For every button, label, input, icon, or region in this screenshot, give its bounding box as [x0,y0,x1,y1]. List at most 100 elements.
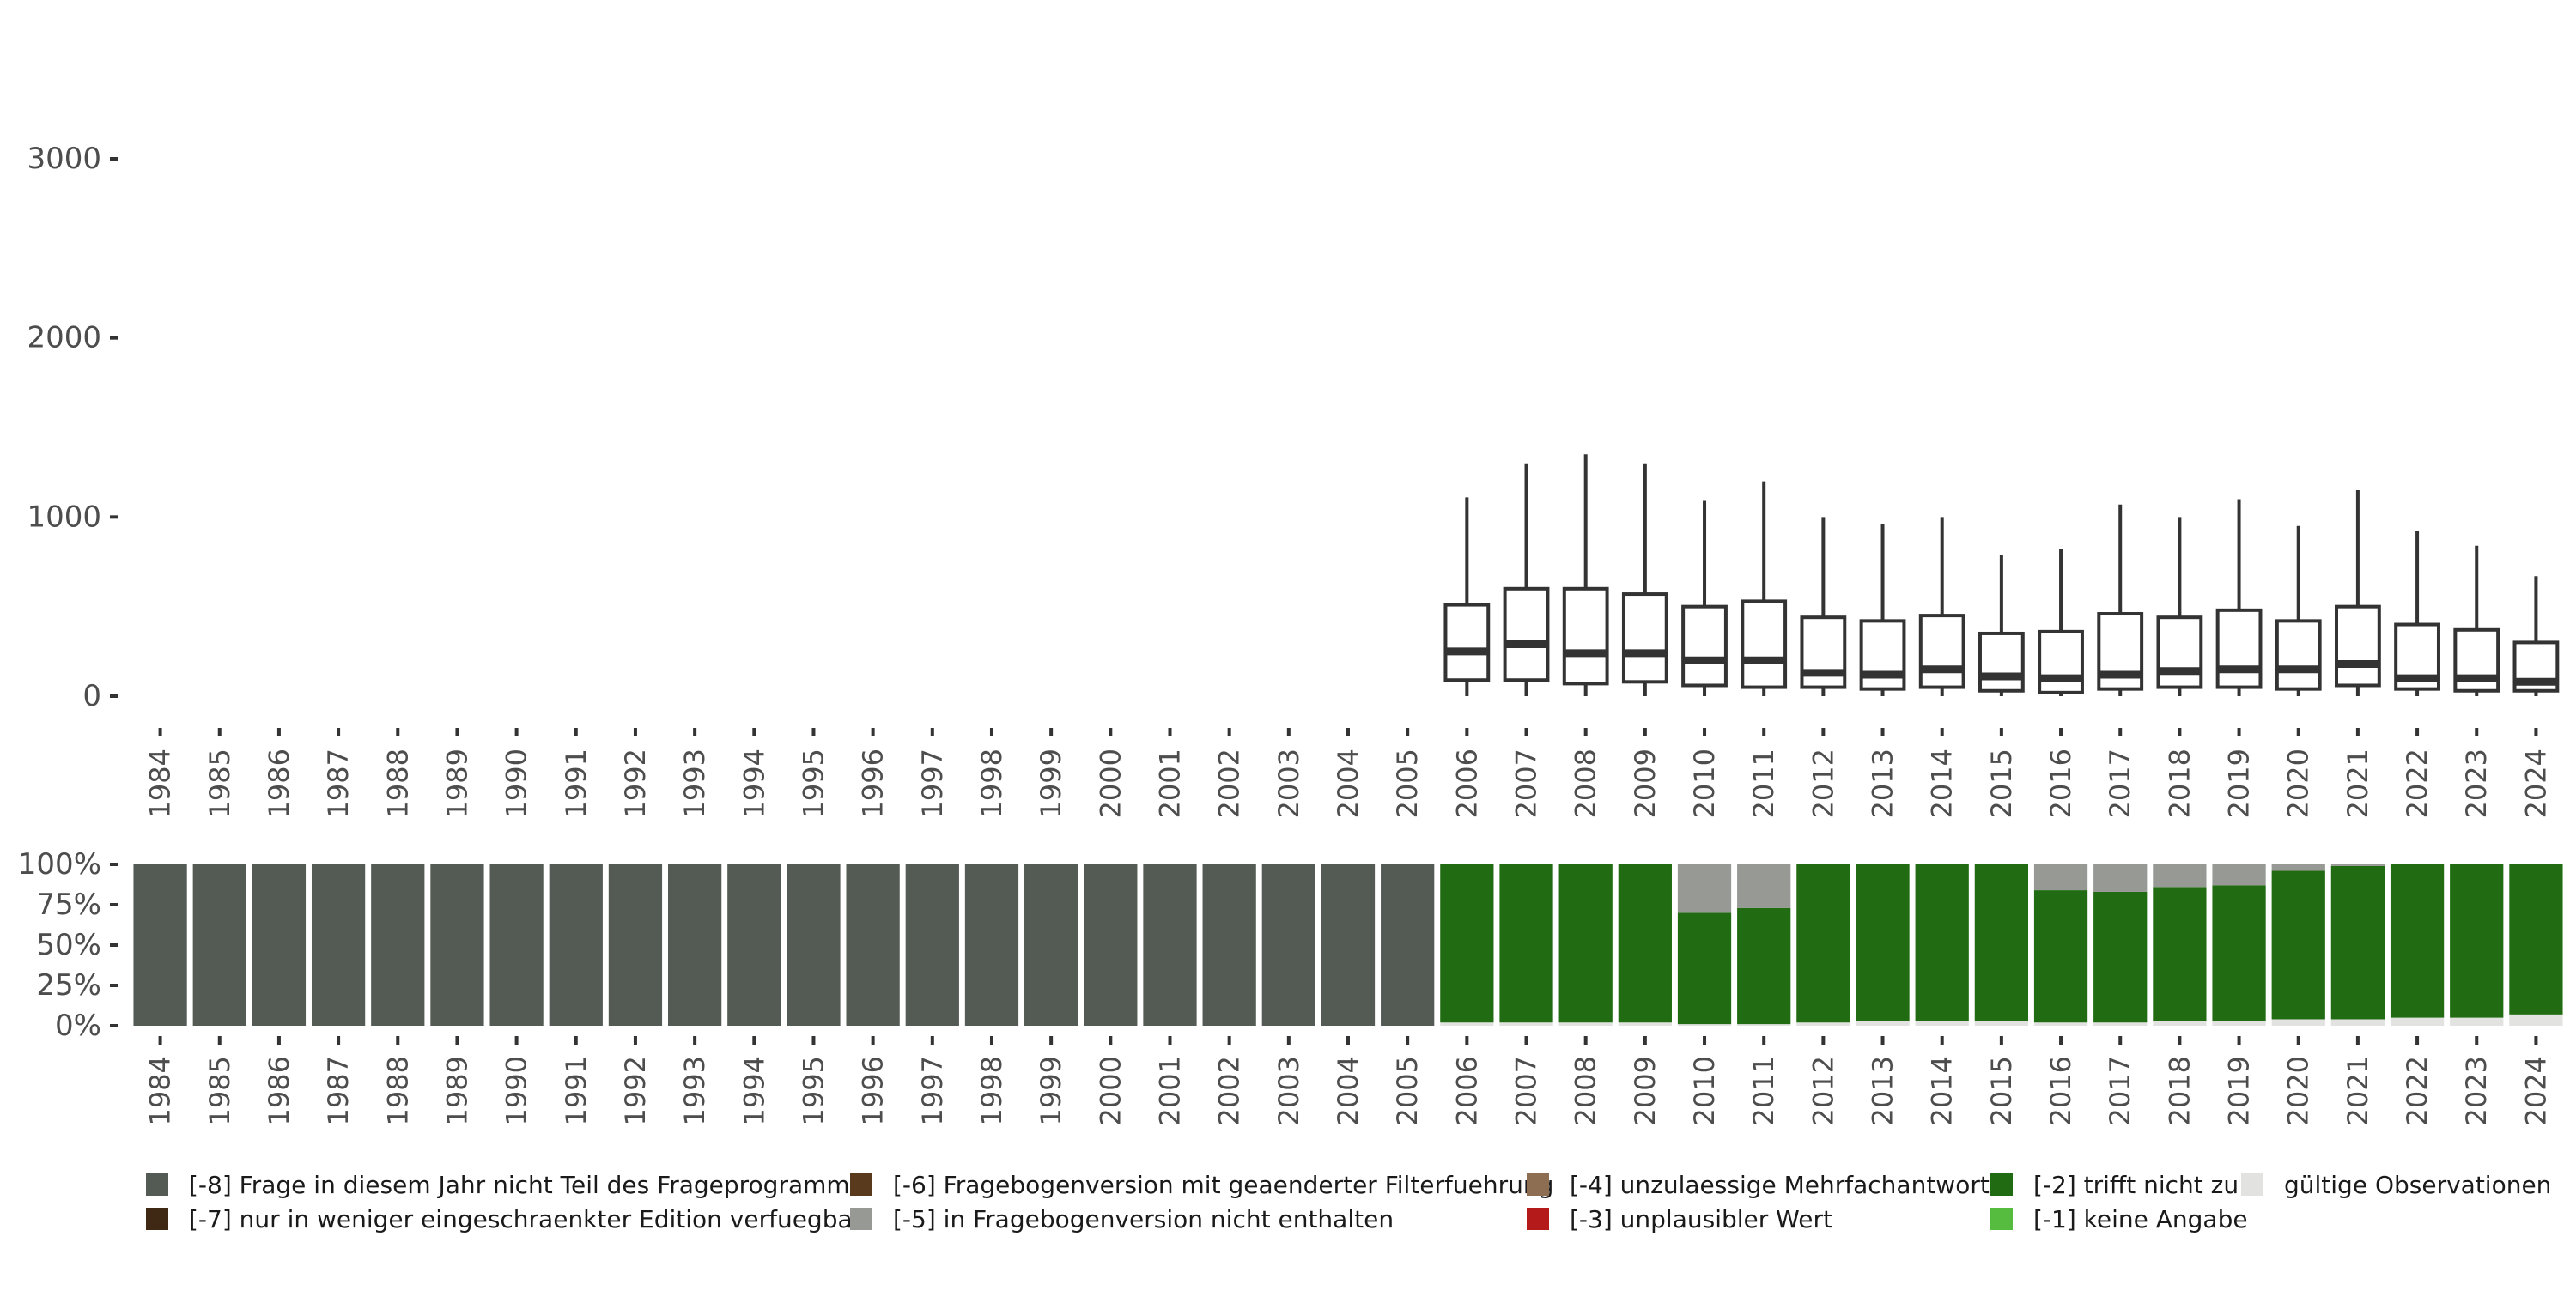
x-tick-label: 2016 [2044,1056,2077,1125]
stacked-bar-segment [2330,1019,2385,1026]
y-tick-label: 100% [18,847,101,882]
x-tick-label: 2015 [1985,1056,2018,1125]
stacked-bar-segment [2271,870,2325,1020]
stacked-bar-segment [1737,1024,1791,1026]
legend-swatch [1527,1208,1549,1230]
y-tick-label: 50% [36,928,101,962]
box-iqr [1443,603,1491,682]
x-tick-label: 2023 [2460,749,2493,818]
stacked-bar-segment [2450,1017,2504,1026]
x-tick-label: 2024 [2519,749,2552,818]
x-tick-label: 2013 [1867,1056,1899,1125]
x-tick-label: 2018 [2163,1056,2196,1125]
x-tick-label: 2016 [2044,749,2077,818]
x-tick-label: 2003 [1273,749,1305,818]
x-tick-label: 1994 [738,1056,770,1125]
x-tick-label: 2021 [2342,749,2374,818]
stacked-bar-segment [1915,864,1969,1021]
stacked-bar-segment [787,864,841,1026]
x-tick-label: 1989 [440,1056,473,1125]
stacked-bar-segment [608,864,663,1026]
box-iqr [1978,631,2025,693]
stacked-bar-segment [549,864,603,1026]
legend-swatch [1527,1173,1549,1196]
x-tick-label: 1988 [381,749,414,818]
x-tick-label: 1989 [440,749,473,818]
x-tick-label: 2012 [1807,1056,1839,1125]
x-tick-label: 1999 [1035,749,1067,818]
x-tick-label: 2009 [1629,749,1662,818]
x-tick-label: 2002 [1213,749,1246,818]
box-iqr [1681,604,1728,688]
boxplot-panel: 0 1000 2000 3000 1984 1985 1986 1987 1988 1989 199… [27,142,2560,818]
legend-item: [-2] trifft nicht zu [1990,1167,2239,1202]
x-tick-label: 2014 [1926,1056,1959,1125]
x-tick-label: 2008 [1570,1056,1602,1125]
x-tick-label: 2022 [2401,749,2433,818]
stacked-bar-segment [2153,1021,2207,1026]
stacked-bar-segment [1856,1021,1910,1026]
y-tick-label: 2000 [27,321,101,355]
stacked-bar-segment [1499,864,1553,1023]
x-tick-label: 2000 [1094,1056,1127,1125]
stacked-bar-segment [846,864,900,1026]
x-tick-label: 2022 [2401,1056,2433,1125]
x-tick-label: 1986 [263,1056,295,1125]
x-tick-label: 2011 [1747,749,1780,818]
legend-label: [-1] keine Angabe [2033,1204,2248,1233]
legend-item: [-3] unplausibler Wert [1527,1202,1832,1236]
stacked-bar-segment [1796,1022,1850,1026]
box-iqr [2215,608,2263,689]
stacked-bar-segment [2033,1022,2088,1026]
legend-swatch [1990,1208,2013,1230]
stacked-bar-segment [2212,1021,2266,1026]
y-tick-label: 25% [36,968,101,1003]
legend-label: [-7] nur in weniger eingeschraenkter Edi… [189,1204,863,1233]
stacked-bar-segment [905,864,959,1026]
stacked-bar-segment [1084,864,1138,1026]
stacked-bar-segment [1677,1024,1732,1026]
stacked-bar-panel: 0% 25% 50% 75% 100% 1984 1985 1986 1987 1988 1989 1… [18,847,2563,1125]
x-tick-label: 2004 [1332,1056,1364,1125]
legend-swatch [850,1173,872,1196]
stacked-bar-segment [192,864,246,1026]
legend-swatch [2241,1173,2263,1196]
y-tick-label: 1000 [27,500,101,534]
x-tick-label: 1995 [797,1056,829,1125]
box-iqr [1503,586,1550,682]
stacked-bar-segment [2093,864,2148,892]
stacked-bar-segment [2093,891,2148,1023]
y-tick-label: 0% [55,1009,101,1043]
stacked-bar-segment [2330,864,2385,866]
box-iqr [2335,604,2381,688]
x-tick-label: 1991 [560,749,592,818]
box-iqr [2038,629,2084,694]
x-tick-label: 2018 [2163,749,2196,818]
legend-label: [-2] trifft nicht zu [2033,1170,2239,1199]
legend-label: gültige Observationen [2284,1170,2552,1199]
legend-item: [-5] in Fragebogenversion nicht enthalte… [850,1202,1394,1236]
stacked-bar-segment [489,864,544,1026]
x-tick-label: 2021 [2342,1056,2374,1125]
legend-label: [-5] in Fragebogenversion nicht enthalte… [893,1204,1394,1233]
stacked-bar-segment [1677,912,1732,1025]
stacked-bar-segment [1381,864,1435,1026]
stacked-bar-segment [1618,1022,1672,1026]
x-tick-label: 2017 [2104,1056,2136,1125]
stacked-bar-segment [1499,1022,1553,1026]
x-tick-label: 1997 [916,749,949,818]
x-tick-label: 2005 [1391,1056,1424,1125]
x-tick-label: 2012 [1807,749,1839,818]
stacked-bar-segment [667,864,722,1026]
stacked-bar-segment [2093,1022,2148,1026]
x-tick-label: 2000 [1094,749,1127,818]
stacked-bar-segment [2153,887,2207,1021]
x-tick-label: 2020 [2282,749,2315,818]
stacked-bar-segment [2390,1017,2445,1026]
stacked-bar-segment [1202,864,1256,1026]
stacked-bar-segment [1974,864,2029,1021]
stacked-bar-segment [1261,864,1315,1026]
x-tick-label: 1993 [678,1056,711,1125]
stacked-bar-segment [1618,864,1672,1023]
